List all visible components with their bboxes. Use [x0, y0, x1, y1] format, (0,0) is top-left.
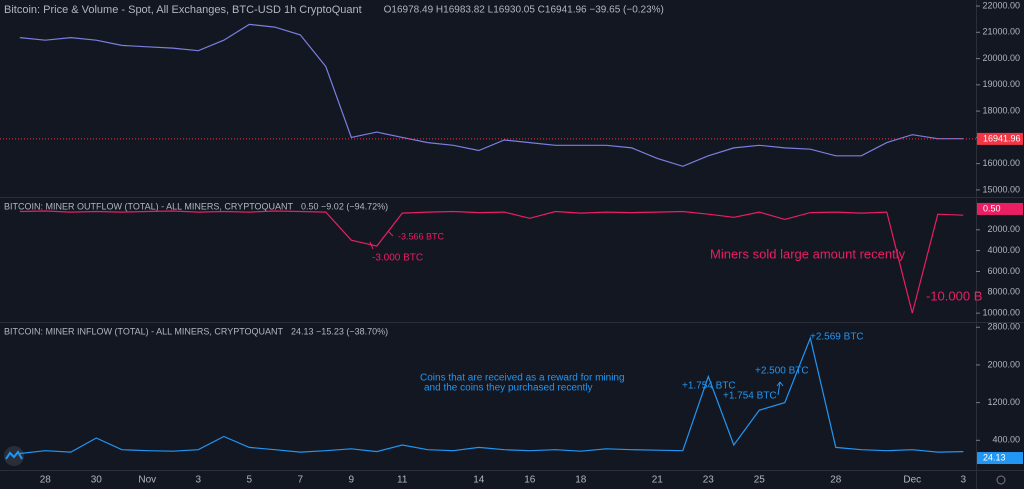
annotation-arrow [776, 381, 784, 396]
last-value-tag [977, 132, 1023, 145]
annotation: +1.754 BTC [682, 381, 736, 392]
y-tick-label: 15000.00 [982, 184, 1020, 194]
x-tick-label: 28 [40, 475, 52, 486]
annotation: -3.000 BTC [372, 253, 423, 264]
panel-title: BITCOIN: MINER OUTFLOW (TOTAL) - ALL MIN… [4, 201, 294, 211]
x-tick-label: 18 [575, 475, 587, 486]
x-tick-label: 3 [195, 475, 201, 486]
series-line [19, 23, 964, 167]
x-tick-label: 30 [91, 475, 103, 486]
y-tick-label: 1200.00 [987, 397, 1020, 407]
legend-values: O16978.49 H16983.82 L16930.05 C16941.96 … [384, 5, 664, 16]
y-tick-label: 20000.00 [982, 53, 1020, 63]
series-line [19, 336, 964, 455]
series-line [19, 210, 964, 314]
annotation: +2.500 BTC [755, 366, 809, 377]
y-tick-label: 2800.00 [987, 322, 1020, 332]
y-tick-label: 2000.00 [987, 224, 1020, 234]
panel-title: Bitcoin: Price & Volume - Spot, All Exch… [4, 4, 362, 16]
x-tick-label: 3 [960, 475, 966, 486]
annotation-arrow [369, 230, 394, 250]
x-tick-label: 16 [524, 475, 536, 486]
legend-values: 0.50 −9.02 (−94.72%) [301, 201, 388, 211]
annotation: Coins that are received as a reward for … [420, 373, 625, 384]
legend-values: 24.13 −15.23 (−38.70%) [291, 326, 388, 336]
x-tick-label: Nov [138, 475, 156, 486]
y-tick-label: 21000.00 [982, 27, 1020, 37]
y-tick-label: 18000.00 [982, 105, 1020, 115]
y-tick-label: 22000.00 [982, 0, 1020, 10]
settings-button[interactable] [996, 475, 1006, 485]
annotation: +1.754 BTC [723, 391, 777, 402]
logo-icon [5, 450, 23, 460]
panel-title: BITCOIN: MINER INFLOW (TOTAL) - ALL MINE… [4, 326, 284, 336]
last-value-tag [977, 202, 1023, 215]
x-tick-label: 21 [652, 475, 664, 486]
y-tick-label: 6000.00 [987, 266, 1020, 276]
x-tick-label: 5 [246, 475, 252, 486]
x-tick-label: Dec [903, 475, 921, 486]
annotation: and the coins they purchased recently [424, 383, 592, 394]
annotation: Miners sold large amount recently [710, 246, 906, 261]
y-tick-label: 8000.00 [987, 287, 1020, 297]
y-tick-label: 2000.00 [987, 359, 1020, 369]
x-tick-label: 7 [297, 475, 303, 486]
annotation: +2.569 BTC [810, 332, 864, 343]
last-value-label: 0.50 [983, 203, 1001, 213]
y-tick-label: 4000.00 [987, 245, 1020, 255]
x-tick-label: 28 [830, 475, 842, 486]
x-tick-label: 25 [754, 475, 766, 486]
y-tick-label: 19000.00 [982, 79, 1020, 89]
y-tick-label: 16000.00 [982, 158, 1020, 168]
last-value-tag [977, 452, 1023, 465]
x-tick-label: 14 [473, 475, 485, 486]
last-value-label: 16941.96 [983, 133, 1021, 143]
annotation: -3.566 BTC [398, 231, 445, 241]
y-tick-label: 400.00 [992, 435, 1020, 445]
last-value-label: 24.13 [983, 452, 1006, 462]
x-tick-label: 9 [348, 475, 354, 486]
x-tick-label: 23 [703, 475, 715, 486]
x-tick-label: 11 [397, 475, 408, 486]
annotation: -10.000 B [926, 288, 982, 303]
y-tick-label: 10000.00 [982, 308, 1020, 318]
